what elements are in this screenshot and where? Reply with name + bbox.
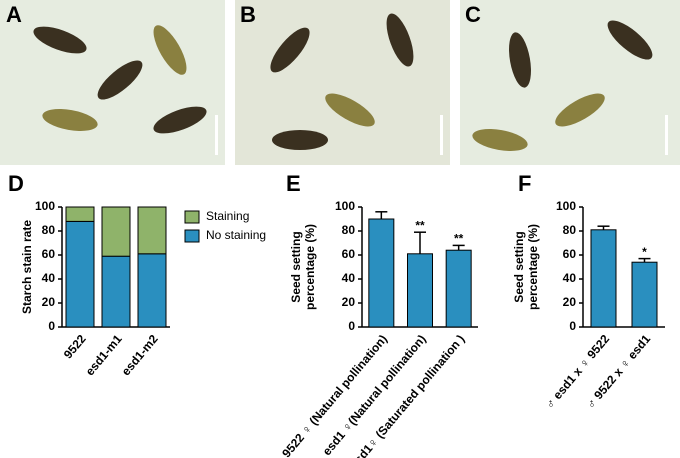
significance: *: [642, 245, 647, 259]
y-tick-label: 60: [42, 247, 56, 261]
panel-label: D: [8, 171, 24, 196]
bar-segment: [65, 220, 95, 328]
y-tick-label: 0: [348, 319, 355, 333]
legend-label: No staining: [206, 228, 266, 242]
x-tick-label: esd1-m2: [119, 332, 161, 379]
panel-label: B: [240, 2, 256, 27]
panel-label: C: [465, 2, 481, 27]
x-tick-label: esd1-m1: [83, 332, 125, 379]
y-tick-label: 80: [342, 223, 356, 237]
x-tick-label: 9522: [61, 332, 89, 362]
bar-segment: [137, 206, 167, 255]
y-tick-label: 40: [563, 271, 577, 285]
y-tick-label: 60: [563, 247, 577, 261]
significance: **: [415, 218, 425, 232]
y-tick-label: 20: [42, 295, 56, 309]
y-tick-label: 100: [35, 199, 55, 213]
seeds: [33, 13, 653, 151]
bar: [631, 261, 658, 328]
bar: [407, 253, 433, 328]
y-tick-label: 0: [48, 319, 55, 333]
y-axis-label: Seed setting: [512, 231, 526, 302]
panel-label: E: [286, 171, 301, 196]
bar: [590, 229, 617, 328]
y-tick-label: 100: [335, 199, 355, 213]
bar-segment: [137, 253, 167, 328]
legend-label: Staining: [206, 209, 249, 223]
y-tick-label: 40: [342, 271, 356, 285]
legend-swatch: [184, 210, 200, 224]
y-axis-label: Starch stain rate: [20, 220, 34, 314]
panel-label: F: [518, 171, 531, 196]
panel-label: A: [6, 2, 22, 27]
y-tick-label: 60: [342, 247, 356, 261]
photo: [235, 0, 450, 165]
y-axis-label: percentage (%): [526, 224, 540, 310]
bar-segment: [101, 255, 131, 328]
y-tick-label: 0: [569, 319, 576, 333]
bar-segment: [65, 206, 95, 222]
bar: [445, 249, 472, 328]
bar-segment: [101, 206, 131, 257]
y-axis-label: percentage (%): [303, 224, 317, 310]
legend-swatch: [184, 229, 200, 243]
y-tick-label: 80: [42, 223, 56, 237]
y-tick-label: 100: [556, 199, 576, 213]
y-tick-label: 20: [342, 295, 356, 309]
significance: **: [454, 232, 464, 246]
bar: [368, 218, 395, 328]
y-tick-label: 20: [563, 295, 577, 309]
y-axis-label: Seed setting: [289, 231, 303, 302]
photos: A B C: [0, 0, 680, 165]
y-tick-label: 80: [563, 223, 577, 237]
y-tick-label: 40: [42, 271, 56, 285]
